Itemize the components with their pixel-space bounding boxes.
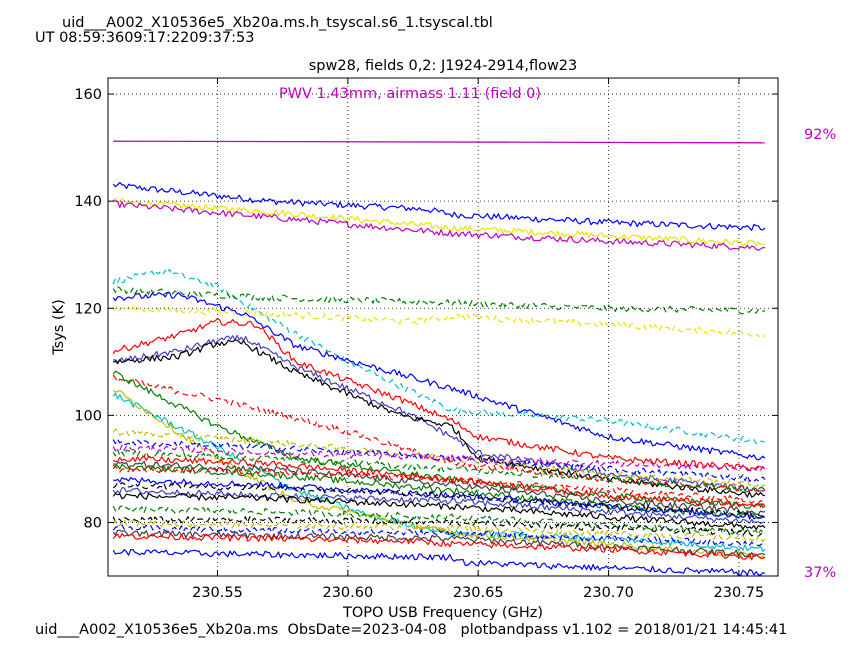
x-tick-label-1: 230.60	[322, 585, 373, 601]
y-axis-label: Tsys (K)	[51, 299, 67, 356]
y-tick-label-0: 80	[84, 515, 102, 531]
chart-title: spw28, fields 0,2: J1924-2914,flow23	[309, 58, 578, 74]
series-line-6	[112, 292, 766, 461]
series-line-18	[112, 455, 766, 508]
pwv-annotation: PWV 1.43mm, airmass 1.11 (field 0)	[279, 86, 541, 102]
series-line-12	[112, 392, 766, 553]
y-tick-label-2: 120	[74, 301, 102, 317]
y-tick-label-1: 100	[74, 408, 102, 424]
series-line-16	[112, 444, 766, 473]
x-axis-label: TOPO USB Frequency (GHz)	[342, 605, 543, 621]
transmission-bottom-label: 37%	[804, 565, 836, 581]
series-line-31	[112, 532, 766, 561]
series-line-9	[112, 339, 766, 498]
x-tick-label-2: 230.65	[453, 585, 504, 601]
series-line-32	[112, 548, 766, 576]
footer-info: uid___A002_X10536e5_Xb20a.ms ObsDate=202…	[35, 622, 788, 638]
series-line-15	[112, 438, 766, 482]
series-line-17	[112, 449, 766, 492]
y-tick-label-4: 160	[74, 87, 102, 103]
series-line-24	[112, 487, 766, 525]
series-line-1	[112, 198, 765, 247]
table-filename: uid___A002_X10536e5_Xb20a.ms.h_tsyscal.s…	[62, 15, 493, 31]
series-line-22	[113, 476, 766, 520]
series-line-7	[112, 317, 766, 472]
transmission-top-label: 92%	[804, 127, 836, 143]
series-group	[112, 140, 766, 576]
x-tick-label-0: 230.55	[192, 585, 243, 601]
series-line-23	[112, 482, 766, 518]
series-line-27	[112, 516, 766, 537]
plot-frame	[107, 77, 779, 577]
series-line-0	[112, 182, 766, 231]
series-line-10	[112, 374, 766, 493]
x-tick-label-4: 230.75	[714, 585, 765, 601]
series-line-8	[113, 334, 766, 493]
transmission-curve	[113, 140, 765, 144]
series-line-14	[112, 428, 766, 489]
series-line-2	[113, 200, 766, 251]
series-line-5	[113, 305, 766, 339]
ut-time-label: UT 08:59:3609:17:2209:37:53	[35, 30, 255, 46]
y-tick-label-3: 140	[74, 194, 102, 210]
series-line-30	[112, 529, 766, 558]
series-line-26	[112, 505, 766, 536]
series-line-28	[112, 518, 766, 543]
series-line-21	[112, 465, 766, 504]
x-tick-label-3: 230.70	[583, 585, 634, 601]
series-line-4	[112, 286, 766, 315]
series-line-25	[112, 492, 766, 531]
series-line-29	[112, 524, 766, 547]
